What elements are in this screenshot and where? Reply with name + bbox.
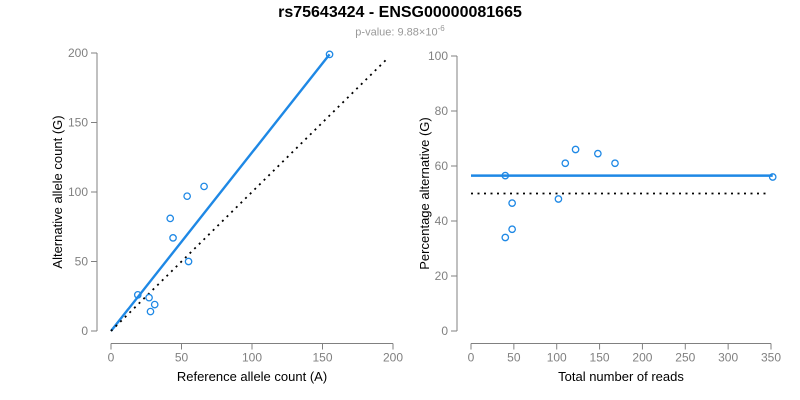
data-point (501, 171, 510, 180)
x-tick-label: 300 (718, 351, 738, 365)
data-point (508, 199, 516, 207)
y-tick-label: 40 (435, 214, 449, 228)
figure-pvalue: p-value: 9.88×10-6 (0, 24, 800, 39)
allele-counts-plot: 0 50 100 150 200 0 50 100 150 200 Reference allele… (50, 46, 403, 384)
x-tick-label: 250 (675, 351, 695, 365)
figure-title: rs75643424 - ENSG00000081665 (278, 4, 522, 21)
x-axis-title: Total number of reads (558, 369, 684, 384)
data-point (150, 300, 159, 309)
x-tick-label: 200 (632, 351, 652, 365)
y-tick-label: 50 (75, 255, 89, 269)
data-point (508, 225, 516, 234)
x-tick-label: 50 (175, 351, 189, 365)
x-axis-title: Reference allele count (A) (177, 369, 327, 384)
y-tick-label: 80 (435, 104, 449, 118)
pvalue-exponent: -6 (437, 24, 445, 33)
data-point (200, 182, 208, 191)
data-point (145, 293, 153, 302)
data-point (184, 257, 193, 266)
data-point (166, 214, 175, 223)
data-point (611, 159, 619, 168)
y-tick-label: 100 (68, 185, 88, 199)
data-point (594, 149, 602, 158)
data-point (571, 145, 580, 154)
regression-line (110, 53, 331, 332)
y-tick-label: 100 (428, 49, 448, 63)
data-point (183, 192, 191, 201)
y-tick-label: 0 (81, 324, 88, 338)
pvalue-main: p-value: 9.88×10 (355, 26, 438, 39)
data-point (768, 173, 777, 181)
y-tick-label: 60 (435, 159, 449, 173)
data-point (554, 195, 563, 203)
y-axis-title: Percentage alternative (G) (417, 117, 432, 269)
x-tick-label: 50 (507, 351, 521, 365)
x-tick-label: 150 (590, 351, 610, 365)
data-point (325, 50, 334, 59)
y-tick-label: 20 (435, 269, 449, 283)
y-tick-label: 200 (68, 46, 88, 60)
percentage-vs-reads-plot: 0 20 40 60 80 100 0 50 100 150 200 250 300 350 Total n… (417, 49, 781, 384)
data-point (133, 291, 142, 299)
x-tick-label: 0 (108, 351, 115, 365)
y-tick-label: 150 (68, 116, 88, 130)
x-tick-label: 350 (761, 351, 781, 365)
x-tick-label: 100 (242, 351, 262, 365)
x-tick-label: 150 (312, 351, 332, 365)
x-tick-label: 0 (468, 351, 475, 365)
identity-line (110, 57, 388, 332)
y-axis-title: Alternative allele count (G) (50, 115, 65, 268)
x-tick-label: 100 (547, 351, 567, 365)
x-tick-label: 200 (383, 351, 403, 365)
y-tick-label: 0 (441, 324, 448, 338)
data-point (169, 234, 177, 242)
data-point (146, 307, 155, 316)
data-point (561, 159, 570, 168)
figure-header: rs75643424 - ENSG00000081665 p-value: 9.… (0, 4, 800, 39)
data-point (501, 233, 510, 242)
